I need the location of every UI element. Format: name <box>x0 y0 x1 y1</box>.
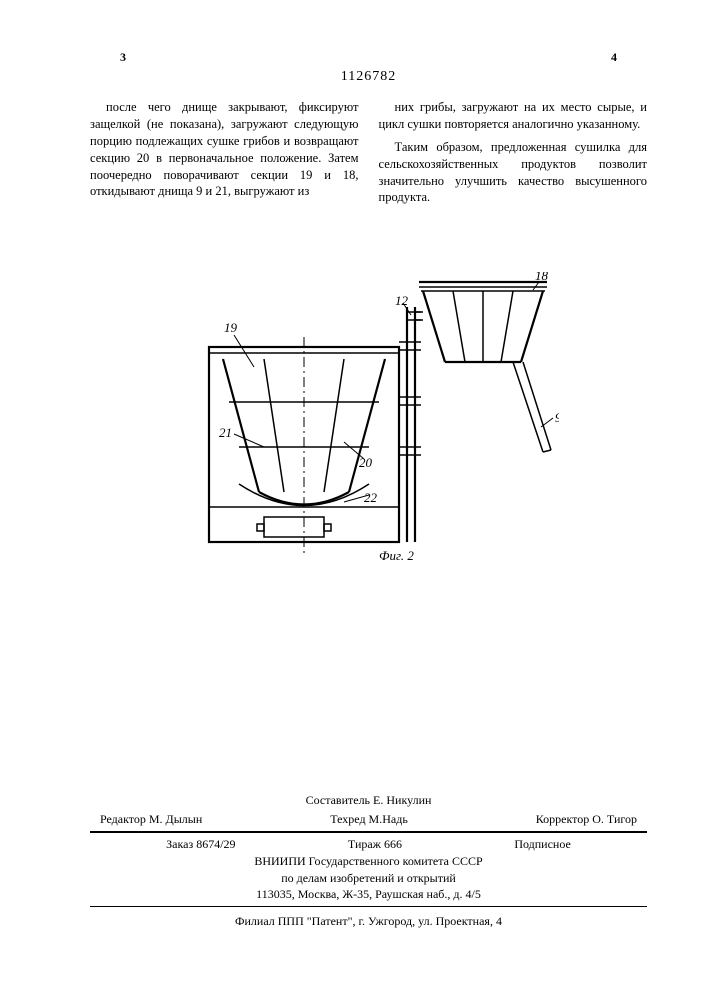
right-paragraph-1: них грибы, загружают на их место сырые, … <box>379 99 648 133</box>
body-text: после чего днище закрывают, фиксируют за… <box>90 99 647 212</box>
subscription: Подписное <box>514 836 571 853</box>
right-paragraph-2: Таким образом, предложенная сушилка для … <box>379 139 648 207</box>
footer: Составитель Е. Никулин Редактор М. Дылын… <box>90 792 647 930</box>
right-column: них грибы, загружают на их место сырые, … <box>379 99 648 212</box>
svg-text:12: 12 <box>395 293 409 308</box>
institute-line-2: по делам изобретений и открытий <box>90 870 647 887</box>
svg-text:19: 19 <box>224 320 238 335</box>
branch-line: Филиал ППП "Патент", г. Ужгород, ул. Про… <box>90 913 647 930</box>
techred-name: Техред М.Надь <box>330 811 408 828</box>
figure-container: 19 21 20 22 12 18 9 Фиг. 2 <box>90 272 647 572</box>
svg-text:20: 20 <box>359 455 373 470</box>
editor-name: Редактор М. Дылын <box>100 811 202 828</box>
institute-block: ВНИИПИ Государственного комитета СССР по… <box>90 853 647 903</box>
divider-2 <box>90 906 647 907</box>
tirage: Тираж 666 <box>348 836 402 853</box>
page-number-left: 3 <box>120 50 126 65</box>
svg-text:18: 18 <box>535 272 549 283</box>
svg-text:21: 21 <box>219 425 232 440</box>
institute-line-1: ВНИИПИ Государственного комитета СССР <box>90 853 647 870</box>
technical-drawing: 19 21 20 22 12 18 9 Фиг. 2 <box>179 272 559 572</box>
divider <box>90 831 647 833</box>
corrector-name: Корректор О. Тигор <box>536 811 637 828</box>
svg-text:9: 9 <box>555 410 559 425</box>
left-paragraph: после чего днище закрывают, фиксируют за… <box>90 99 359 200</box>
left-column: после чего днище закрывают, фиксируют за… <box>90 99 359 212</box>
svg-text:22: 22 <box>364 490 378 505</box>
credits-row: Редактор М. Дылын Техред М.Надь Корректо… <box>90 811 647 828</box>
institute-line-3: 113035, Москва, Ж-35, Раушская наб., д. … <box>90 886 647 903</box>
page-number-right: 4 <box>611 50 617 65</box>
order-number: Заказ 8674/29 <box>166 836 235 853</box>
svg-text:Фиг. 2: Фиг. 2 <box>379 548 414 563</box>
compiler-line: Составитель Е. Никулин <box>90 792 647 809</box>
order-row: Заказ 8674/29 Тираж 666 Подписное <box>90 836 647 853</box>
document-number: 1126782 <box>90 69 647 85</box>
page-numbers: 3 4 <box>90 50 647 65</box>
